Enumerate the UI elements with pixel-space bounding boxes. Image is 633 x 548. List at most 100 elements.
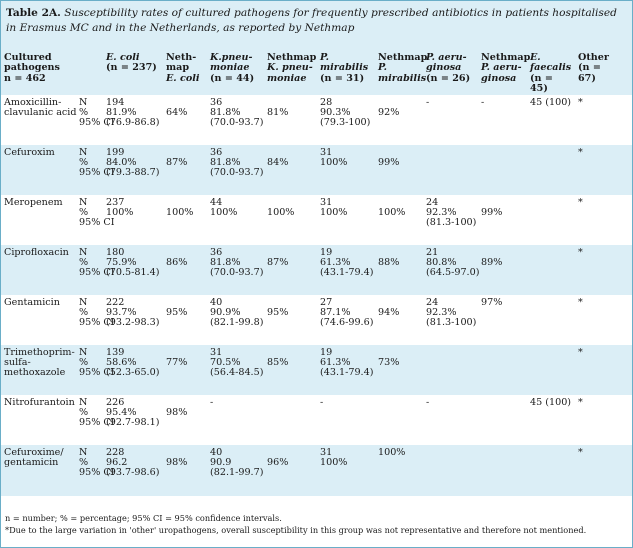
cell-ecoli: 237 100% [103,194,163,245]
cell-nm-paer: 89% [478,244,527,295]
cell-pmir: 19 61.3% (43.1-79.4) [317,244,375,295]
cell-line: 99% [481,207,503,219]
cell-name: Amoxicillin-clavulanic acid [1,94,77,145]
cell-ecoli: 180 75.9% (70.5-81.4) [103,244,163,295]
cell-line: % [79,457,89,469]
cell-pmir: - [317,394,375,445]
cell-line [166,368,205,378]
cell-line: 64% [166,107,188,119]
cell-line: N [79,396,88,408]
cell-line: % [79,307,89,319]
cell-line [481,158,525,168]
cell-line [166,168,205,178]
cell-line: (70.0-93.7) [210,167,264,179]
cell-line: (76.9-86.8) [106,117,160,129]
cell-line: 95% CI [79,167,115,179]
cell-line [481,148,525,158]
cell-line: 40 [210,446,223,458]
cell-name: Cefuroxime/gentamicin [1,444,76,496]
cell-efae [527,244,575,295]
cell-line: - [210,396,214,408]
cell-line [481,408,525,418]
cell-line [210,218,262,228]
cell-line: clavulanic acid [4,107,77,119]
table-row: Cefuroxim N% 95% CI 199 84.0% (79.3-88.7) 87… [1,144,632,195]
cell-line: * [578,96,583,108]
cell-line [320,408,373,418]
cell-line: 100% [378,207,406,219]
cell-line: (79.3-88.7) [106,167,160,179]
cell-line: N [79,196,88,208]
cell-line: 31 [320,146,333,158]
header-nethmap-pmirabilis: Nethmap P. mirabilis [375,49,427,95]
cell-nm-kpneu: 81% [264,94,317,145]
cell-line [378,468,421,478]
cell-line: 99% [378,157,400,169]
cell-line: 100% [210,207,238,219]
cell-nm-pmir: 99% [375,144,423,195]
cell-ecoli: 228 96.2 (93.7-98.6) [103,444,163,496]
cell-line [378,318,421,328]
cell-ecoli: 222 93.7% (93.2-98.3) [103,294,163,345]
cell-line: 98% [166,407,188,419]
cell-line [481,448,525,458]
cell-line [166,218,205,228]
cell-line: (64.5-97.0) [426,267,480,279]
cell-line [578,418,630,428]
cell-line: 95% CI [79,117,115,129]
cell-other: * [575,394,632,445]
cell-line [481,468,525,478]
cell-nm-kpneu: 85% [264,344,317,395]
cell-name: Cefuroxim [1,144,76,195]
cell-efae: 45 (100) [527,94,575,145]
cell-line [267,318,315,328]
cell-nm-ecoli: 87% [163,144,207,195]
cell-line [267,468,315,478]
cell-line: 92.3% [426,207,457,219]
cell-line [530,358,573,368]
cell-line: (81.3-100) [426,217,477,229]
cell-name: Ciprofloxacin [1,244,76,295]
cell-line: 100% [166,207,194,219]
cell-line: * [578,346,583,358]
cell-line: 31 [210,346,223,358]
cell-paer: 24 92.3% (81.3-100) [423,294,478,345]
cell-stat: N% 95% CI [76,194,115,245]
cell-line: 24 [426,196,439,208]
cell-line: 81.8% [210,157,241,169]
cell-line: 70.5% [210,357,241,369]
cell-line: 61.3% [320,357,351,369]
cell-line: 96.2 [106,457,128,469]
cell-ecoli: 194 81.9% (76.9-86.8) [103,94,163,145]
cell-line: 45 (100) [530,96,572,108]
cell-name: Trimethoprim-sulfa-methoxazole [1,344,76,395]
cell-line [481,458,525,468]
cell-paer: 24 92.3% (81.3-100) [423,194,478,245]
cell-line: 31 [320,446,333,458]
cell-efae [527,144,575,195]
cell-line: (82.1-99.7) [210,467,264,479]
cell-nm-ecoli: 64% [163,94,207,145]
cell-line [426,368,476,378]
table-row: Gentamicin N% 95% CI 222 93.7% (93.2-98.3) 9… [1,294,632,345]
cell-line: 95.4% [106,407,137,419]
cell-nm-pmir [375,394,423,445]
cell-line: 28 [320,96,333,108]
cell-line: 44 [210,196,223,208]
cell-other: * [575,94,632,145]
cell-line [4,408,74,418]
cell-nm-ecoli: 77% [163,344,207,395]
cell-line: - [426,396,430,408]
cell-line [481,108,525,118]
cell-nm-kpneu: 100% [264,194,317,245]
cell-line: 237 [106,196,125,208]
header-kpneumoniae: K.pneu- moniae (n = 44) [207,49,264,95]
cell-line: % [79,357,89,369]
cell-line: % [79,157,89,169]
cell-nm-pmir: 92% [375,94,423,145]
cell-line: 226 [106,396,125,408]
cell-line: Cefuroxim [4,146,55,158]
cell-line: 95% CI [79,417,115,429]
header-pmirabilis: P. mirabilis (n = 31) [317,49,375,95]
footnote-other: *Due to the large variation in 'other' u… [5,524,587,535]
